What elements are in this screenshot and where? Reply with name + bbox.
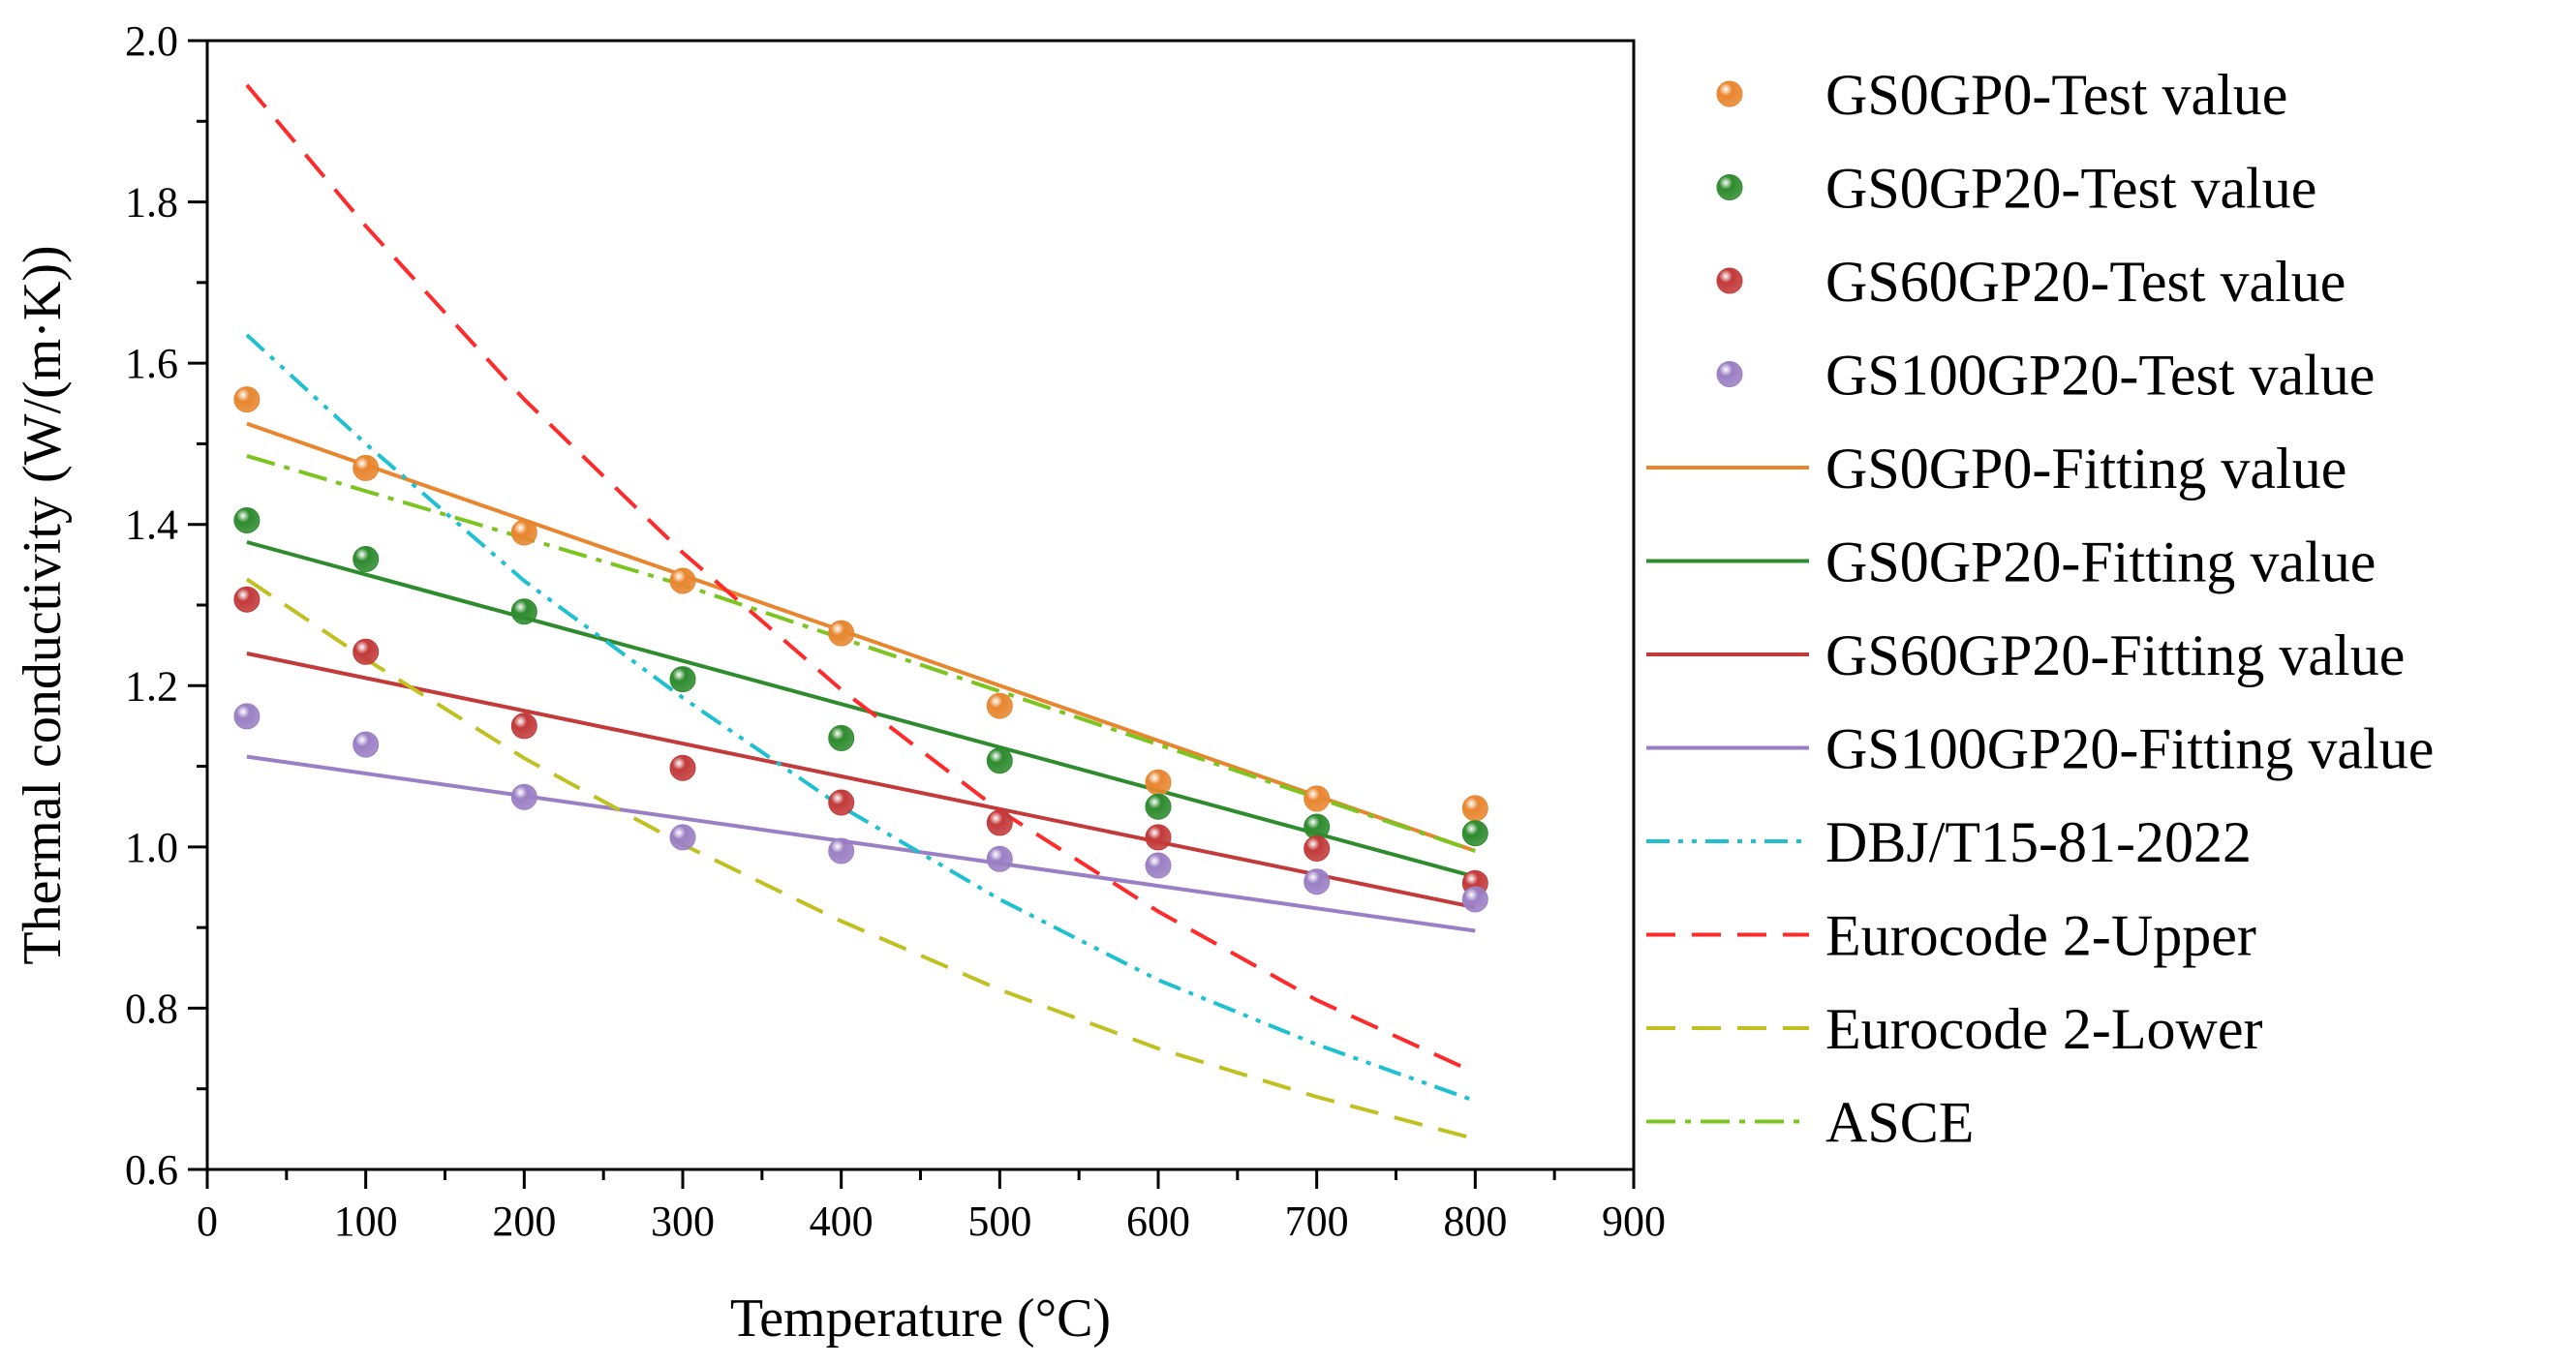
legend-marker: [1716, 174, 1743, 200]
data-point: [1303, 835, 1331, 862]
legend-marker: [1716, 361, 1743, 387]
x-tick-label: 200: [492, 1198, 556, 1245]
y-tick-label: 1.6: [125, 340, 178, 387]
x-tick-label: 800: [1443, 1198, 1507, 1245]
data-point: [828, 620, 855, 647]
legend-label: GS100GP20-Test value: [1825, 344, 2375, 408]
data-point: [510, 713, 537, 740]
data-point: [828, 789, 855, 816]
series-line-6: [246, 652, 1476, 910]
x-tick-label: 300: [651, 1198, 715, 1245]
data-point: [353, 731, 380, 758]
data-point: [1461, 820, 1488, 847]
data-point: [353, 454, 380, 481]
y-tick-label: 0.8: [125, 985, 178, 1032]
data-point: [1145, 769, 1172, 796]
legend-label: GS0GP0-Test value: [1825, 63, 2287, 127]
legend-label: GS0GP20-Fitting value: [1825, 531, 2376, 594]
x-tick-label: 100: [334, 1198, 398, 1245]
legend-label: GS0GP20-Test value: [1825, 157, 2316, 221]
data-point: [1461, 795, 1488, 822]
legend-label: DBJ/T15-81-2022: [1825, 810, 2252, 874]
x-tick-label: 0: [197, 1198, 218, 1245]
data-point: [986, 692, 1013, 719]
legend-label: GS60GP20-Test value: [1825, 250, 2346, 314]
data-point: [353, 546, 380, 572]
series-layer: [233, 83, 1488, 1141]
x-tick-label: 500: [967, 1198, 1031, 1245]
series-line-10: [245, 577, 1476, 1141]
data-point: [1145, 824, 1172, 851]
series-line-9: [245, 83, 1477, 1075]
data-point: [1461, 886, 1488, 913]
data-point: [669, 824, 696, 851]
data-point: [353, 638, 380, 665]
data-point: [1303, 868, 1331, 895]
data-point: [986, 845, 1013, 872]
y-tick-label: 2.0: [125, 17, 178, 65]
legend: GS0GP0-Test value GS0GP20-Test value GS60G…: [1646, 63, 2434, 1155]
data-point: [510, 519, 537, 546]
data-point: [669, 567, 696, 594]
data-point: [986, 809, 1013, 836]
legend-label: GS0GP0-Fitting value: [1825, 437, 2346, 500]
data-point: [828, 837, 855, 864]
series-line-5: [246, 540, 1476, 879]
legend-marker: [1716, 80, 1743, 107]
data-point: [1145, 852, 1172, 879]
legend-marker: [1716, 267, 1743, 294]
x-tick-label: 700: [1285, 1198, 1349, 1245]
data-point: [510, 783, 537, 810]
series-line-11: [246, 453, 1476, 853]
data-point: [233, 386, 261, 413]
y-tick-label: 1.4: [125, 501, 178, 549]
data-point: [1303, 785, 1331, 812]
y-tick-label: 1.0: [125, 824, 178, 871]
y-tick-label: 0.6: [125, 1146, 178, 1194]
y-tick-label: 1.2: [125, 662, 178, 710]
y-axis-title: Thermal conductivity (W/(m·K)): [13, 245, 73, 964]
x-axis-title: Temperature (°C): [730, 1289, 1111, 1349]
legend-label: GS60GP20-Fitting value: [1825, 623, 2405, 687]
legend-label: ASCE: [1825, 1091, 1974, 1155]
x-tick-label: 600: [1126, 1198, 1190, 1245]
data-point: [669, 754, 696, 781]
series-line-4: [246, 421, 1476, 853]
x-tick-label: 400: [810, 1198, 874, 1245]
data-point: [233, 507, 261, 533]
data-point: [510, 598, 537, 625]
series-line-7: [246, 754, 1476, 933]
y-tick-label: 1.8: [125, 179, 178, 227]
data-point: [1145, 793, 1172, 820]
legend-label: Eurocode 2-Lower: [1825, 997, 2262, 1061]
data-point: [986, 747, 1013, 774]
plot-frame: [205, 39, 1636, 1171]
data-point: [828, 724, 855, 751]
legend-label: GS100GP20-Fitting value: [1825, 717, 2434, 781]
x-tick-label: 900: [1602, 1198, 1666, 1245]
data-point: [233, 703, 261, 730]
data-point: [233, 586, 261, 613]
data-point: [669, 666, 696, 693]
legend-label: Eurocode 2-Upper: [1825, 904, 2256, 968]
axes: 0 100 200 300 400 500 600 700 800 900 0.6 0.8 1.0 1.2…: [13, 17, 1666, 1349]
